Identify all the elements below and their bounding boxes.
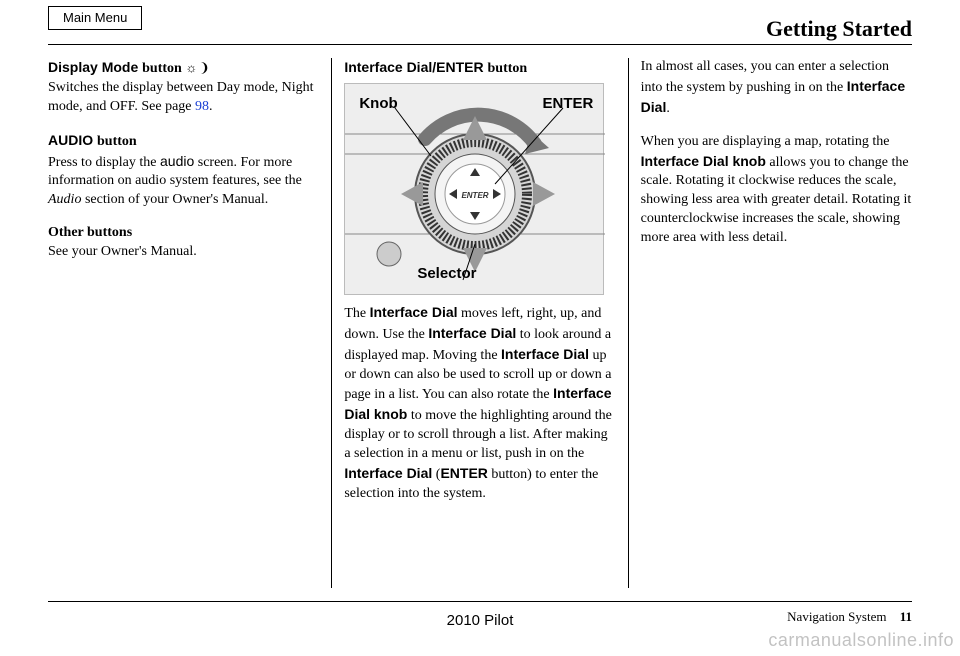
figure-label-selector: Selector bbox=[417, 264, 476, 284]
figure-label-knob: Knob bbox=[359, 94, 397, 114]
interface-dial-heading-b: ENTER bbox=[436, 59, 487, 75]
c2-p1-a: The bbox=[344, 306, 369, 321]
c3-paragraph-2: When you are displaying a map, rotating … bbox=[641, 133, 912, 248]
display-mode-text-end: . bbox=[209, 99, 213, 114]
other-buttons-heading: Other buttons bbox=[48, 225, 132, 240]
header-divider bbox=[48, 44, 912, 45]
page-title: Getting Started bbox=[766, 14, 912, 44]
display-mode-heading: Display Mode bbox=[48, 59, 142, 75]
interface-dial-heading-row: Interface Dial/ENTER button bbox=[344, 58, 615, 79]
svg-text:ENTER: ENTER bbox=[462, 191, 489, 200]
sun-moon-icon: ☼ ❩ bbox=[185, 60, 208, 75]
audio-word: audio bbox=[160, 153, 194, 169]
interface-dial-figure: ENTER Knob ENTER Selector bbox=[344, 83, 604, 295]
c2-p1-b3: Interface Dial bbox=[501, 346, 589, 362]
audio-italic: Audio bbox=[48, 192, 81, 207]
audio-text-c: section of your Owner's Manual. bbox=[81, 192, 268, 207]
audio-subheading: button bbox=[97, 134, 137, 149]
audio-text-a: Press to display the bbox=[48, 155, 160, 170]
c2-p1-b6: ENTER bbox=[440, 465, 487, 481]
footer-page-number: 11 bbox=[900, 609, 912, 624]
display-mode-subheading: button bbox=[142, 61, 185, 76]
c2-p1-b5: Interface Dial bbox=[344, 465, 432, 481]
c2-p1-b1: Interface Dial bbox=[370, 304, 458, 320]
interface-dial-heading-c: button bbox=[488, 61, 528, 76]
footer-right: Navigation System 11 bbox=[787, 608, 912, 626]
footer-divider bbox=[48, 601, 912, 602]
watermark: carmanualsonline.info bbox=[768, 628, 954, 652]
display-mode-section: Display Mode button ☼ ❩ Switches the dis… bbox=[48, 58, 319, 117]
audio-heading: AUDIO bbox=[48, 132, 97, 148]
other-buttons-section: Other buttons See your Owner's Manual. bbox=[48, 224, 319, 262]
other-buttons-text: See your Owner's Manual. bbox=[48, 244, 197, 259]
footer-section: Navigation System bbox=[787, 609, 886, 624]
audio-button-section: AUDIO button Press to display the audio … bbox=[48, 131, 319, 211]
main-menu-button[interactable]: Main Menu bbox=[48, 6, 142, 30]
figure-label-enter: ENTER bbox=[542, 94, 593, 114]
interface-dial-paragraph: The Interface Dial moves left, right, up… bbox=[344, 303, 615, 504]
manual-page: Main Menu Getting Started Display Mode b… bbox=[0, 0, 960, 656]
c2-p1-b2: Interface Dial bbox=[428, 325, 516, 341]
content-columns: Display Mode button ☼ ❩ Switches the dis… bbox=[48, 58, 912, 588]
column-1: Display Mode button ☼ ❩ Switches the dis… bbox=[48, 58, 331, 588]
c3-p1-c: . bbox=[666, 101, 670, 116]
column-3: In almost all cases, you can enter a sel… bbox=[628, 58, 912, 588]
c3-p2-b1: Interface Dial knob bbox=[641, 153, 766, 169]
column-2: Interface Dial/ENTER button bbox=[331, 58, 627, 588]
interface-dial-heading-a: Interface Dial bbox=[344, 59, 432, 75]
display-mode-text: Switches the display between Day mode, N… bbox=[48, 80, 314, 114]
page-link-98[interactable]: 98 bbox=[195, 99, 209, 114]
c3-p2-a: When you are displaying a map, rotating … bbox=[641, 134, 890, 149]
c3-paragraph-1: In almost all cases, you can enter a sel… bbox=[641, 58, 912, 119]
